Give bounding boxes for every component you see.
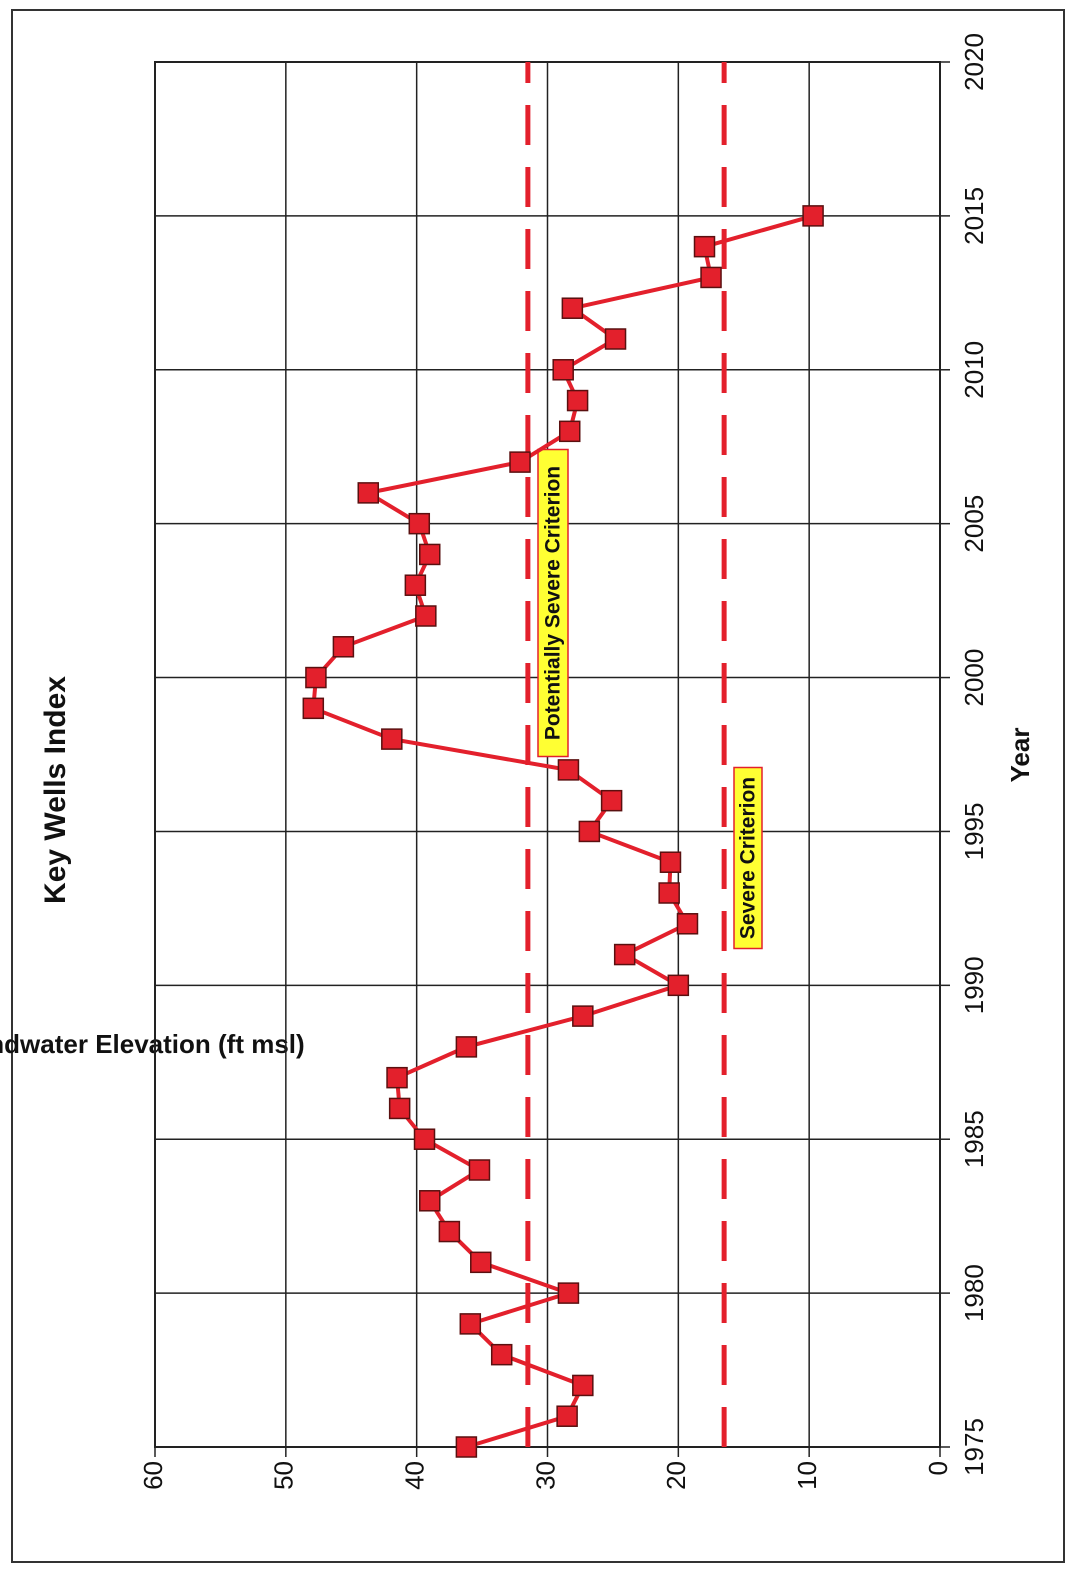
data-point [658, 882, 680, 904]
data-point [509, 451, 531, 473]
data-point [470, 1251, 492, 1274]
data-point [455, 1036, 478, 1058]
y-tick-label: 0 [923, 1461, 953, 1475]
data-point [566, 389, 589, 412]
data-point [419, 543, 441, 566]
x-tick-label: 1980 [959, 1264, 989, 1322]
data-point [600, 789, 623, 812]
y-tick-label: 50 [269, 1461, 299, 1490]
y-tick-label: 40 [400, 1461, 430, 1490]
label-box [537, 448, 569, 758]
data-point [404, 574, 427, 596]
x-tick-label: 2005 [959, 495, 989, 553]
chart-title: Key Wells Index [39, 676, 72, 904]
y-tick-label: 20 [661, 1461, 691, 1490]
data-point [415, 605, 437, 627]
data-point [558, 420, 581, 443]
data-point [386, 1066, 408, 1089]
x-tick-label: 2020 [959, 33, 989, 91]
page-frame [11, 9, 1065, 1563]
x-tick-label: 2015 [959, 187, 989, 245]
data-point [490, 1343, 513, 1366]
y-tick-label: 30 [530, 1461, 560, 1490]
data-point [302, 697, 325, 720]
data-point [419, 1190, 441, 1212]
data-point [659, 851, 682, 873]
data-point [388, 1097, 411, 1120]
data-point [438, 1220, 461, 1243]
plot-frame [154, 61, 941, 1448]
data-point [700, 266, 722, 289]
data-point [468, 1159, 491, 1181]
y-tick-label: 60 [138, 1461, 168, 1490]
y-axis-label: Average Groundwater Elevation (ft msl) [0, 1029, 305, 1059]
reference-label: Severe Criterion [737, 777, 760, 939]
x-tick-label: 1985 [959, 1110, 989, 1168]
x-tick-label: 2000 [959, 649, 989, 707]
rotated-chart: Key Wells Index Year Average Groundwater… [0, 33, 1035, 1490]
data-point [381, 728, 403, 750]
data-point [667, 974, 690, 997]
data-point [408, 512, 431, 535]
data-point [572, 1005, 594, 1027]
x-tick-label: 1990 [959, 956, 989, 1014]
data-point [604, 328, 627, 350]
reference-label: Potentially Severe Criterion [542, 466, 565, 740]
data-point [557, 759, 580, 781]
data-point [455, 1436, 478, 1458]
data-point [552, 359, 574, 381]
x-tick-label: 2010 [959, 341, 989, 399]
data-point [578, 820, 601, 843]
data-point [413, 1128, 436, 1150]
x-axis-label: Year [1005, 728, 1035, 783]
data-point [693, 235, 716, 258]
data-point [802, 205, 824, 227]
x-tick-label: 1975 [959, 1418, 989, 1476]
data-point [613, 943, 636, 966]
data-point [557, 1282, 580, 1304]
label-box [733, 766, 763, 950]
data-point [556, 1405, 578, 1427]
y-tick-label: 10 [792, 1461, 822, 1490]
data-point [572, 1374, 594, 1397]
data-point [561, 297, 584, 319]
data-point [305, 666, 327, 689]
data-point [459, 1313, 482, 1335]
data-point [332, 636, 355, 658]
x-tick-label: 1995 [959, 803, 989, 861]
data-point [676, 913, 699, 935]
data-point [357, 482, 380, 504]
